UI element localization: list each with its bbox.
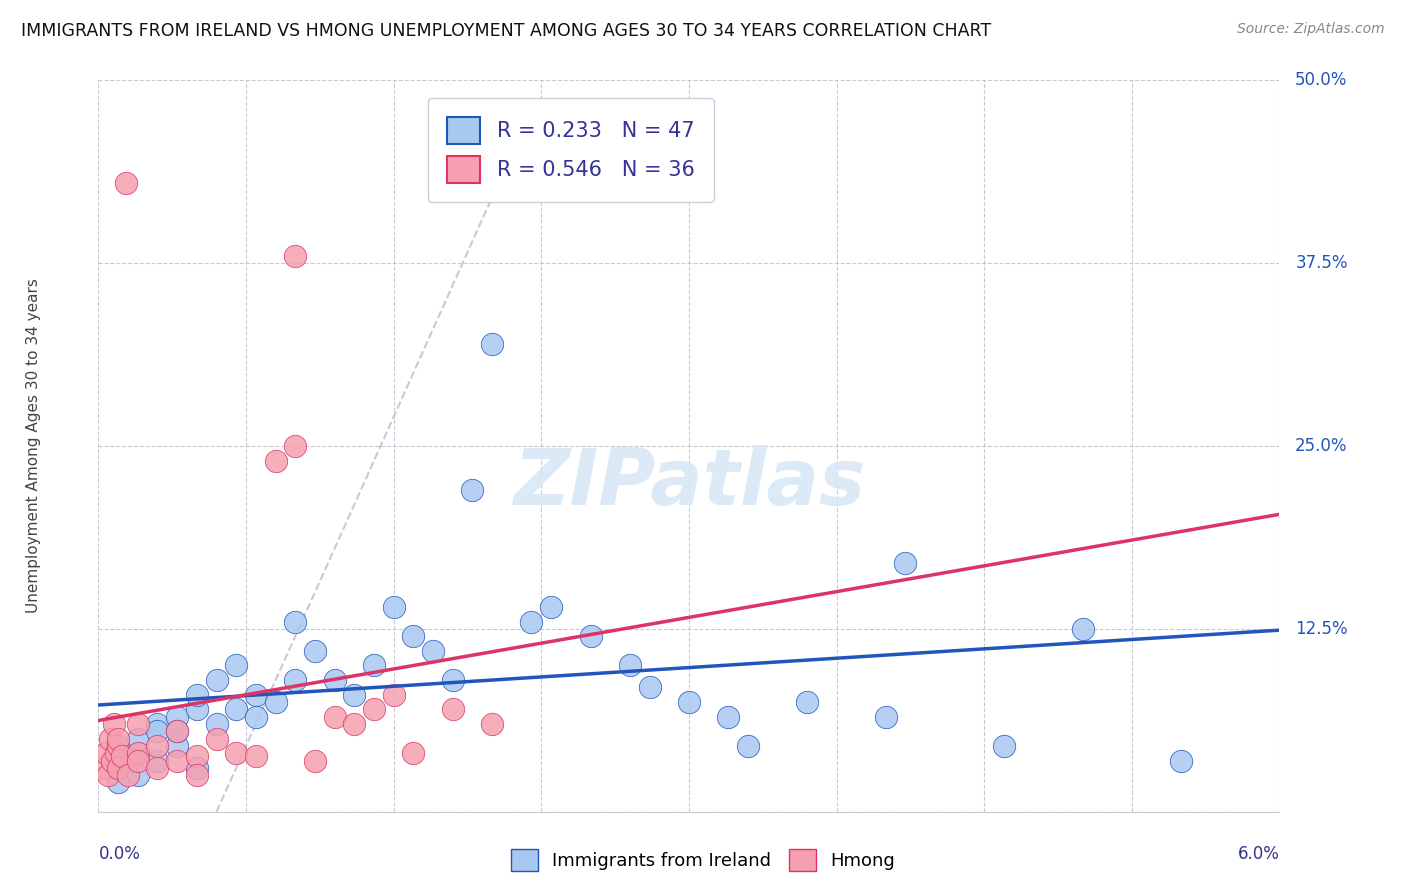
Point [875, 709, 897, 723]
Point [127, 717, 149, 731]
Text: ZIPatlas: ZIPatlas [513, 444, 865, 521]
Point [481, 336, 503, 351]
Point [284, 439, 307, 453]
Legend: Immigrants from Ireland, Hmong: Immigrants from Ireland, Hmong [503, 842, 903, 879]
Point [225, 746, 247, 760]
Text: IMMIGRANTS FROM IRELAND VS HMONG UNEMPLOYMENT AMONG AGES 30 TO 34 YEARS CORRELAT: IMMIGRANTS FROM IRELAND VS HMONG UNEMPLO… [21, 22, 991, 40]
Point [363, 702, 385, 716]
Text: 12.5%: 12.5% [1295, 620, 1348, 638]
Point [107, 731, 129, 746]
Point [146, 754, 169, 768]
Point [796, 695, 818, 709]
Point [107, 761, 129, 775]
Point [111, 749, 134, 764]
Point [205, 717, 228, 731]
Text: 25.0%: 25.0% [1295, 437, 1348, 455]
Point [441, 702, 464, 716]
Point [166, 709, 188, 723]
Point [245, 709, 267, 723]
Point [166, 754, 188, 768]
Point [343, 717, 366, 731]
Point [107, 761, 129, 775]
Point [481, 717, 503, 731]
Point [323, 709, 346, 723]
Point [737, 739, 759, 753]
Point [205, 673, 228, 687]
Point [579, 629, 602, 643]
Point [264, 695, 287, 709]
Point [343, 688, 366, 702]
Point [146, 724, 169, 739]
Point [127, 731, 149, 746]
Point [264, 453, 287, 467]
Point [105, 746, 128, 760]
Legend: R = 0.233   N = 47, R = 0.546   N = 36: R = 0.233 N = 47, R = 0.546 N = 36 [429, 98, 713, 202]
Point [101, 754, 124, 768]
Point [186, 749, 208, 764]
Point [127, 746, 149, 760]
Point [1170, 754, 1192, 768]
Text: 0.0%: 0.0% [98, 845, 141, 863]
Point [127, 754, 149, 768]
Point [127, 768, 149, 782]
Point [638, 681, 661, 695]
Point [107, 775, 129, 789]
Point [97, 768, 120, 782]
Point [96, 746, 118, 760]
Point [117, 768, 139, 782]
Point [166, 724, 188, 739]
Point [441, 673, 464, 687]
Point [402, 629, 425, 643]
Point [166, 739, 188, 753]
Point [1071, 622, 1094, 636]
Point [98, 731, 121, 746]
Point [422, 644, 444, 658]
Text: 37.5%: 37.5% [1295, 254, 1348, 272]
Point [540, 599, 562, 614]
Point [284, 615, 307, 629]
Point [304, 754, 326, 768]
Point [245, 749, 267, 764]
Point [304, 644, 326, 658]
Point [225, 658, 247, 673]
Point [894, 556, 917, 570]
Point [284, 673, 307, 687]
Point [93, 761, 115, 775]
Point [363, 658, 385, 673]
Point [186, 688, 208, 702]
Point [993, 739, 1015, 753]
Point [520, 615, 543, 629]
Point [127, 746, 149, 760]
Point [186, 702, 208, 716]
Point [619, 658, 641, 673]
Point [205, 731, 228, 746]
Point [166, 724, 188, 739]
Point [245, 688, 267, 702]
Text: Source: ZipAtlas.com: Source: ZipAtlas.com [1237, 22, 1385, 37]
Text: Unemployment Among Ages 30 to 34 years: Unemployment Among Ages 30 to 34 years [25, 278, 41, 614]
Point [186, 768, 208, 782]
Point [382, 599, 405, 614]
Point [717, 709, 740, 723]
Point [146, 717, 169, 731]
Point [146, 761, 169, 775]
Point [402, 746, 425, 760]
Point [461, 483, 484, 497]
Point [115, 176, 138, 190]
Point [103, 717, 125, 731]
Point [146, 739, 169, 753]
Point [382, 688, 405, 702]
Point [107, 739, 129, 753]
Point [678, 695, 700, 709]
Point [225, 702, 247, 716]
Point [186, 761, 208, 775]
Point [284, 249, 307, 263]
Text: 50.0%: 50.0% [1295, 71, 1347, 89]
Point [323, 673, 346, 687]
Text: 6.0%: 6.0% [1237, 845, 1279, 863]
